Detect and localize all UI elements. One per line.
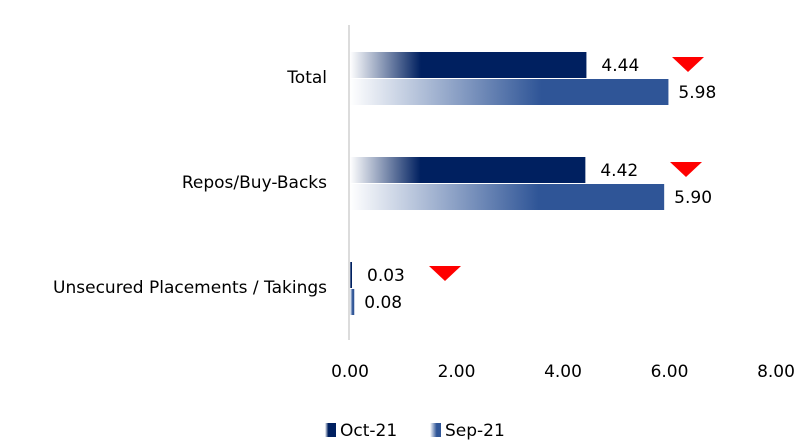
bar — [350, 157, 586, 183]
x-tick-label: 2.00 — [438, 362, 476, 382]
value-label: 4.42 — [600, 161, 638, 181]
legend-label: Sep-21 — [445, 421, 505, 440]
legend-swatch — [430, 423, 441, 437]
down-indicator — [670, 162, 702, 177]
down-indicator — [429, 266, 461, 281]
x-tick-label: 6.00 — [651, 362, 689, 382]
y-tick-label: Repos/Buy-Backs — [182, 173, 327, 193]
y-tick-label: Unsecured Placements / Takings — [53, 278, 327, 298]
bar — [350, 79, 669, 105]
x-tick-label: 0.00 — [331, 362, 369, 382]
legend-swatch — [325, 423, 336, 437]
bar — [350, 262, 352, 288]
bar — [350, 52, 587, 78]
value-label: 5.90 — [674, 188, 712, 208]
value-label: 4.44 — [601, 56, 639, 76]
value-label: 0.03 — [367, 266, 405, 286]
x-tick-label: 8.00 — [757, 362, 795, 382]
value-label: 0.08 — [364, 293, 402, 313]
x-tick-label: 4.00 — [544, 362, 582, 382]
bar — [350, 289, 355, 315]
y-tick-label: Total — [286, 68, 327, 88]
down-indicator — [672, 57, 704, 72]
bar — [350, 184, 665, 210]
legend-label: Oct-21 — [340, 421, 397, 440]
value-label: 5.98 — [678, 83, 716, 103]
